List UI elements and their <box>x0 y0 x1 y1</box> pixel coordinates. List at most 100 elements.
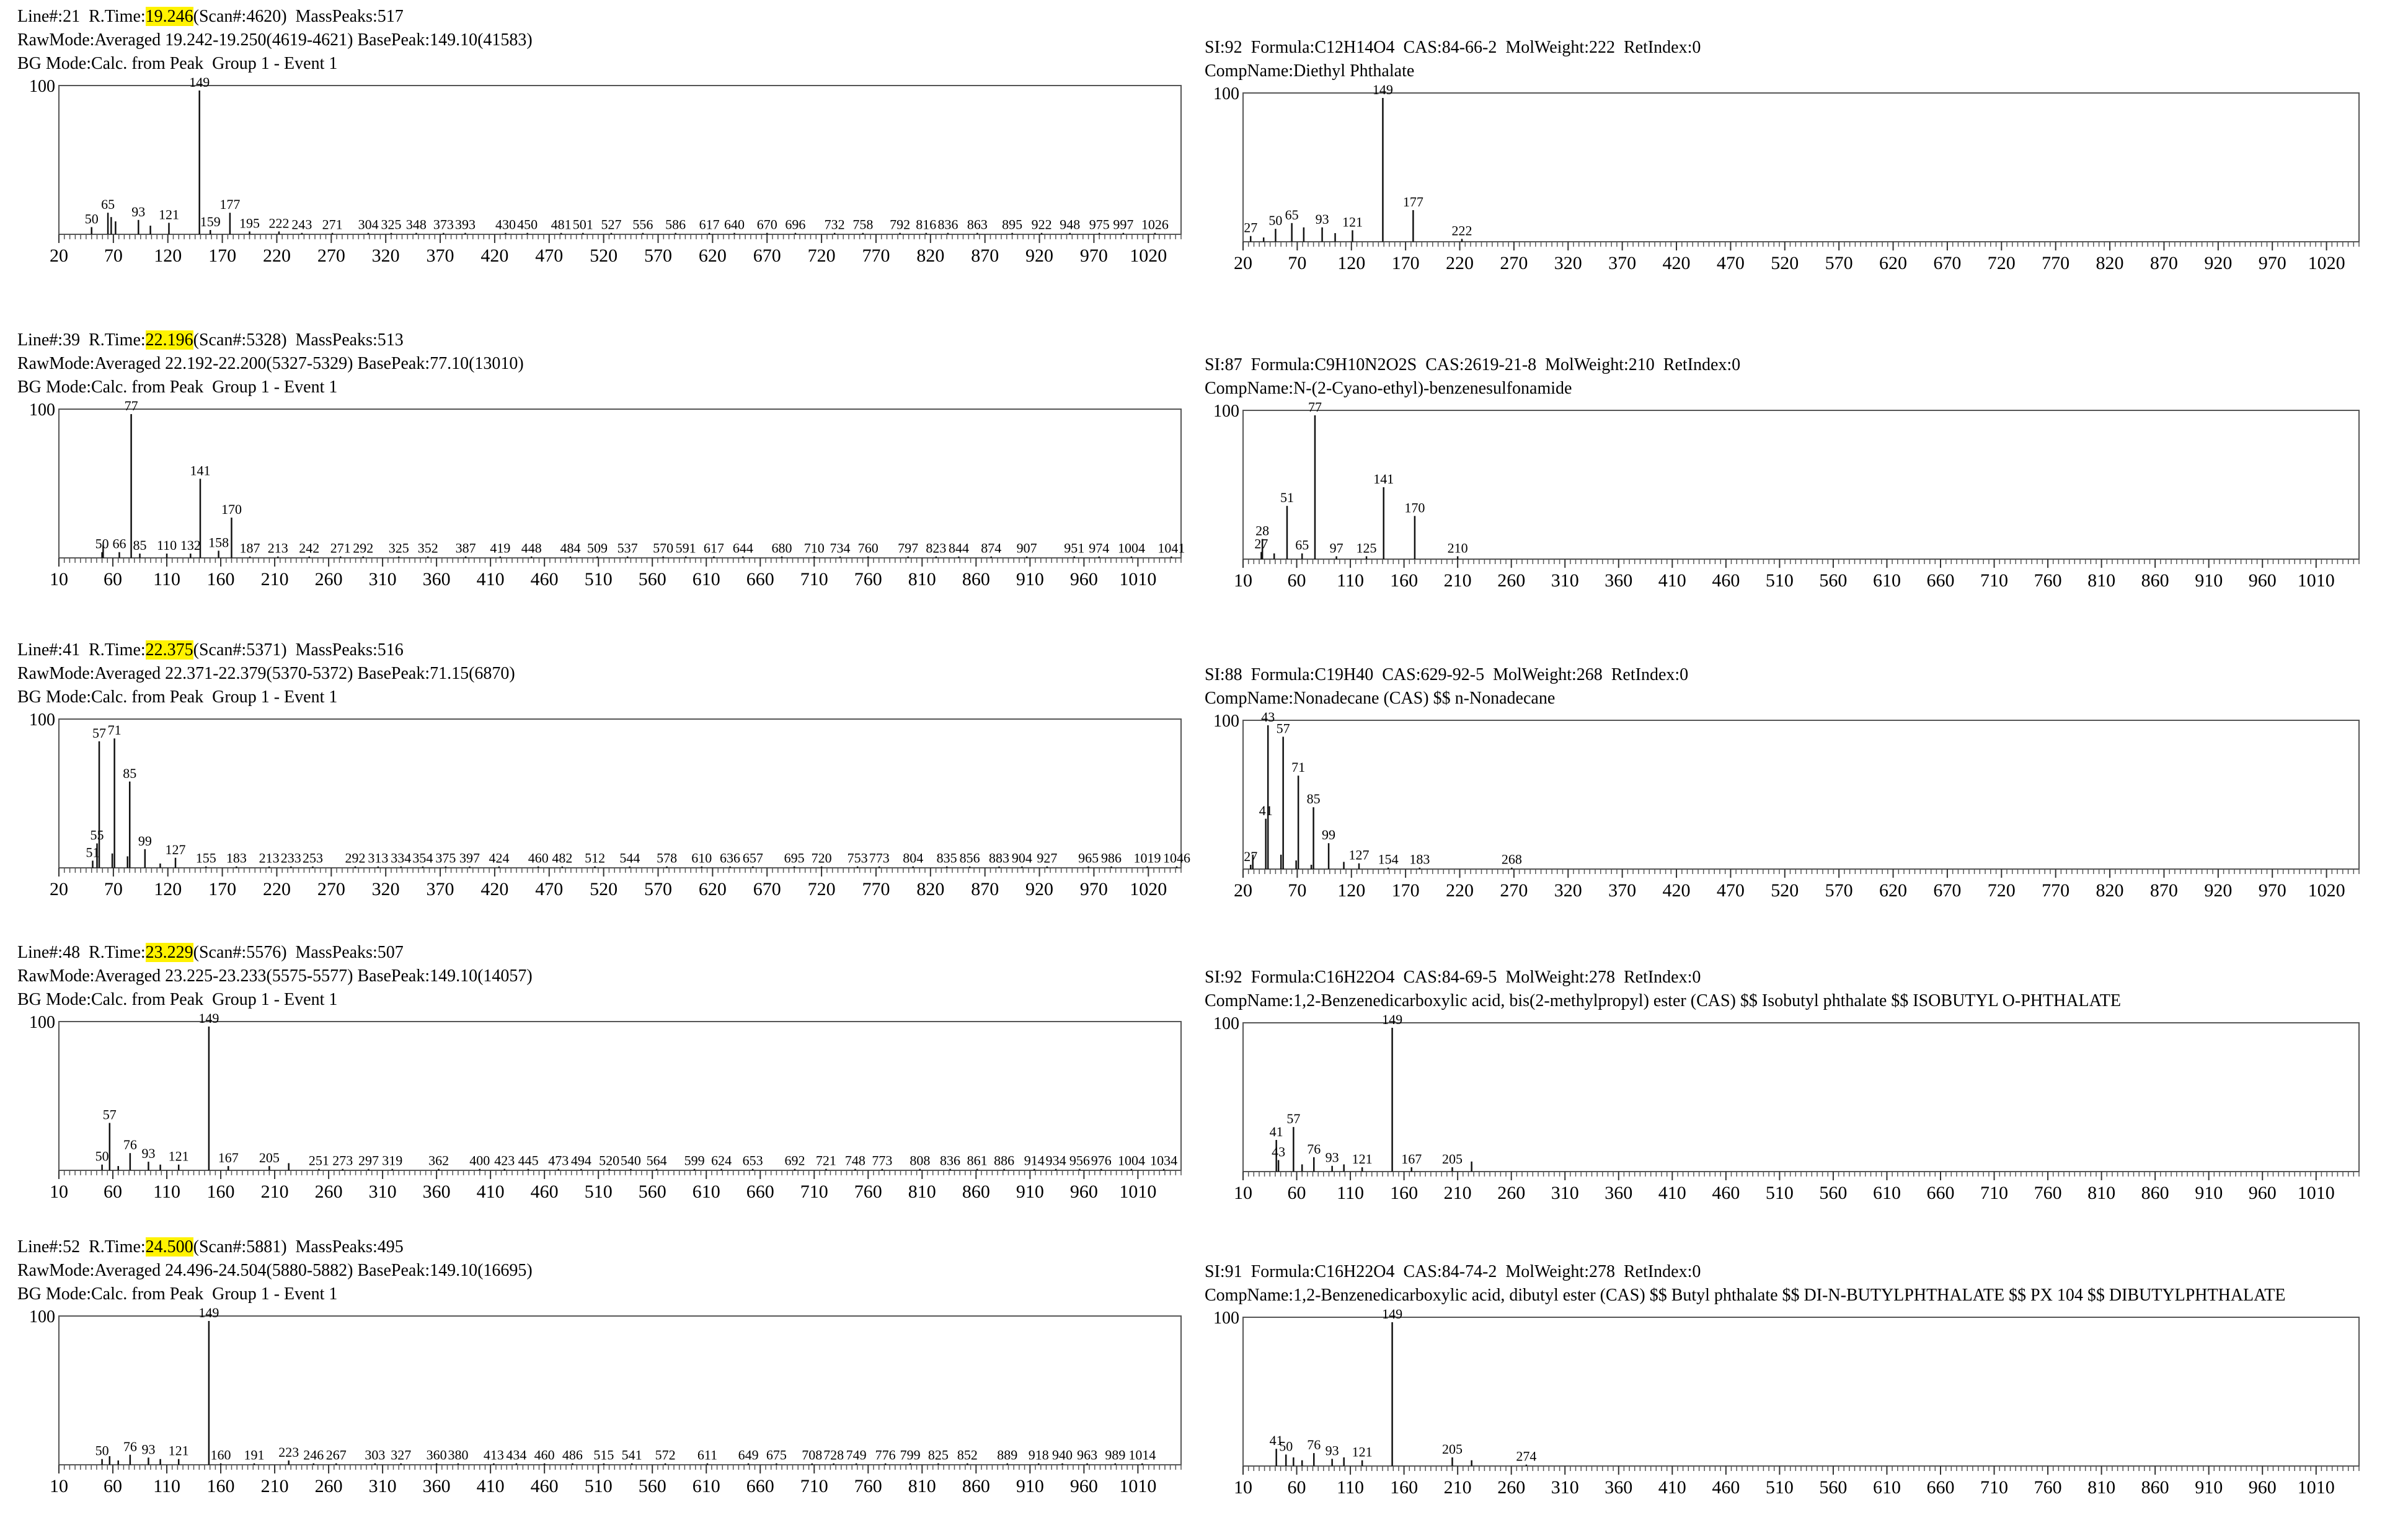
x-tick-label: 220 <box>263 879 291 899</box>
x-tick-label: 1010 <box>2298 1183 2335 1203</box>
peak-label: 160 <box>211 1447 231 1463</box>
peak-label: 127 <box>166 842 186 857</box>
peak-label: 1026 <box>1141 217 1169 232</box>
x-tick-label: 110 <box>153 569 180 590</box>
peak-label: 97 <box>1330 540 1343 555</box>
x-tick-label: 470 <box>1717 880 1745 901</box>
peak-label: 792 <box>890 217 910 232</box>
peak-label: 570 <box>653 541 673 556</box>
peak-label: 657 <box>743 850 763 866</box>
header-line: BG Mode:Calc. from Peak Group 1 - Event … <box>17 52 533 76</box>
x-tick-label: 470 <box>535 245 563 266</box>
x-tick-label: 70 <box>1288 880 1306 901</box>
x-tick-label: 820 <box>2096 253 2124 273</box>
peak-label: 721 <box>816 1153 836 1168</box>
peak-label: 889 <box>997 1447 1017 1463</box>
x-tick-label: 60 <box>104 1182 122 1202</box>
raw-mode-info: RawMode:Averaged 19.242-19.250(4619-4621… <box>17 30 533 50</box>
x-tick-label: 310 <box>1551 1477 1579 1498</box>
peak-label: 121 <box>1342 214 1363 229</box>
header-line: Line#:48 R.Time:23.229(Scan#:5576) MassP… <box>17 941 533 965</box>
header-line: Line#:21 R.Time:19.246(Scan#:4620) MassP… <box>17 5 533 29</box>
peak-label: 692 <box>784 1153 805 1168</box>
x-tick-label: 420 <box>480 879 508 899</box>
library-hit-info: SI:87 Formula:C9H10N2O2S CAS:2619-21-8 M… <box>1205 355 1741 374</box>
peak-label: 43 <box>1261 709 1275 725</box>
compound-name: CompName:1,2-Benzenedicarboxylic acid, b… <box>1205 991 2121 1010</box>
peak-label: 121 <box>169 1149 189 1164</box>
x-tick-label: 1010 <box>2298 570 2335 591</box>
peak-label: 213 <box>259 850 280 866</box>
x-tick-label: 220 <box>1446 253 1474 273</box>
x-tick-label: 270 <box>317 245 345 266</box>
peak-label: 41 <box>1259 803 1273 818</box>
x-tick-label: 320 <box>372 879 400 899</box>
peak-label: 445 <box>518 1153 539 1168</box>
peak-label: 640 <box>724 217 745 232</box>
peak-label: 50 <box>1279 1438 1293 1454</box>
x-tick-label: 1010 <box>1119 1182 1156 1202</box>
x-tick-label: 460 <box>531 1476 559 1496</box>
x-tick-label: 1020 <box>1130 245 1167 266</box>
x-tick-label: 170 <box>208 245 236 266</box>
peak-label: 334 <box>391 850 411 866</box>
x-tick-label: 260 <box>315 1476 343 1496</box>
x-tick-label: 910 <box>2195 1183 2223 1203</box>
peak-label: 1004 <box>1118 1153 1145 1168</box>
x-tick-label: 370 <box>427 245 454 266</box>
header-line: RawMode:Averaged 24.496-24.504(5880-5882… <box>17 1259 533 1283</box>
spectrum-header: Line#:39 R.Time:22.196(Scan#:5328) MassP… <box>17 329 524 399</box>
x-tick-label: 860 <box>962 1476 990 1496</box>
x-tick-label: 260 <box>1497 570 1525 591</box>
x-tick-label: 420 <box>1663 253 1691 273</box>
peak-label: 121 <box>1352 1444 1373 1460</box>
x-tick-label: 460 <box>531 1182 559 1202</box>
scan-info: (Scan#:5576) MassPeaks:507 <box>193 943 404 962</box>
y-axis-max-label: 100 <box>1213 1309 1239 1328</box>
y-axis-max-label: 100 <box>1213 1014 1239 1033</box>
bg-mode-info: BG Mode:Calc. from Peak Group 1 - Event … <box>17 687 338 707</box>
x-tick-label: 970 <box>1080 245 1108 266</box>
x-tick-label: 360 <box>1605 570 1632 591</box>
peak-label: 586 <box>665 217 686 232</box>
peak-label: 27 <box>1244 220 1257 236</box>
library-hit-info: SI:92 Formula:C16H22O4 CAS:84-69-5 MolWe… <box>1205 968 1701 987</box>
header-line: SI:92 Formula:C16H22O4 CAS:84-69-5 MolWe… <box>1205 966 2121 989</box>
peak-label: 540 <box>621 1153 641 1168</box>
peak-label: 914 <box>1024 1153 1045 1168</box>
peak-label: 76 <box>1307 1141 1321 1157</box>
x-tick-label: 820 <box>2096 880 2124 901</box>
x-tick-label: 760 <box>854 569 882 590</box>
bg-mode-info: BG Mode:Calc. from Peak Group 1 - Event … <box>17 990 338 1009</box>
peak-label: 509 <box>587 541 608 556</box>
y-axis-max-label: 100 <box>29 1013 55 1032</box>
x-tick-label: 710 <box>1980 1477 2008 1498</box>
peak-label: 423 <box>494 1153 515 1168</box>
peak-label: 141 <box>190 462 210 478</box>
peak-label: 149 <box>1373 82 1393 97</box>
peak-label: 808 <box>910 1153 930 1168</box>
x-tick-label: 960 <box>2249 1477 2277 1498</box>
header-line: BG Mode:Calc. from Peak Group 1 - Event … <box>17 686 515 709</box>
peak-label: 975 <box>1089 217 1110 232</box>
x-tick-label: 470 <box>535 879 563 899</box>
peak-label: 501 <box>573 217 593 232</box>
x-tick-label: 70 <box>104 879 123 899</box>
x-tick-label: 960 <box>2249 570 2277 591</box>
x-tick-label: 210 <box>261 1182 289 1202</box>
x-tick-label: 510 <box>585 1476 613 1496</box>
x-tick-label: 270 <box>1500 880 1528 901</box>
peak-label: 167 <box>1401 1151 1422 1167</box>
x-tick-label: 710 <box>800 1182 828 1202</box>
peak-label: 360 <box>427 1447 447 1463</box>
scan-info: (Scan#:4620) MassPeaks:517 <box>193 7 404 26</box>
x-tick-label: 410 <box>1658 1183 1686 1203</box>
bg-mode-info: BG Mode:Calc. from Peak Group 1 - Event … <box>17 1284 338 1304</box>
x-tick-label: 970 <box>2259 253 2286 273</box>
peak-label: 494 <box>571 1153 591 1168</box>
x-tick-label: 920 <box>2204 253 2232 273</box>
peak-label: 773 <box>869 850 890 866</box>
x-tick-label: 10 <box>50 1182 68 1202</box>
peak-label: 65 <box>1295 537 1309 553</box>
peak-label: 610 <box>691 850 712 866</box>
